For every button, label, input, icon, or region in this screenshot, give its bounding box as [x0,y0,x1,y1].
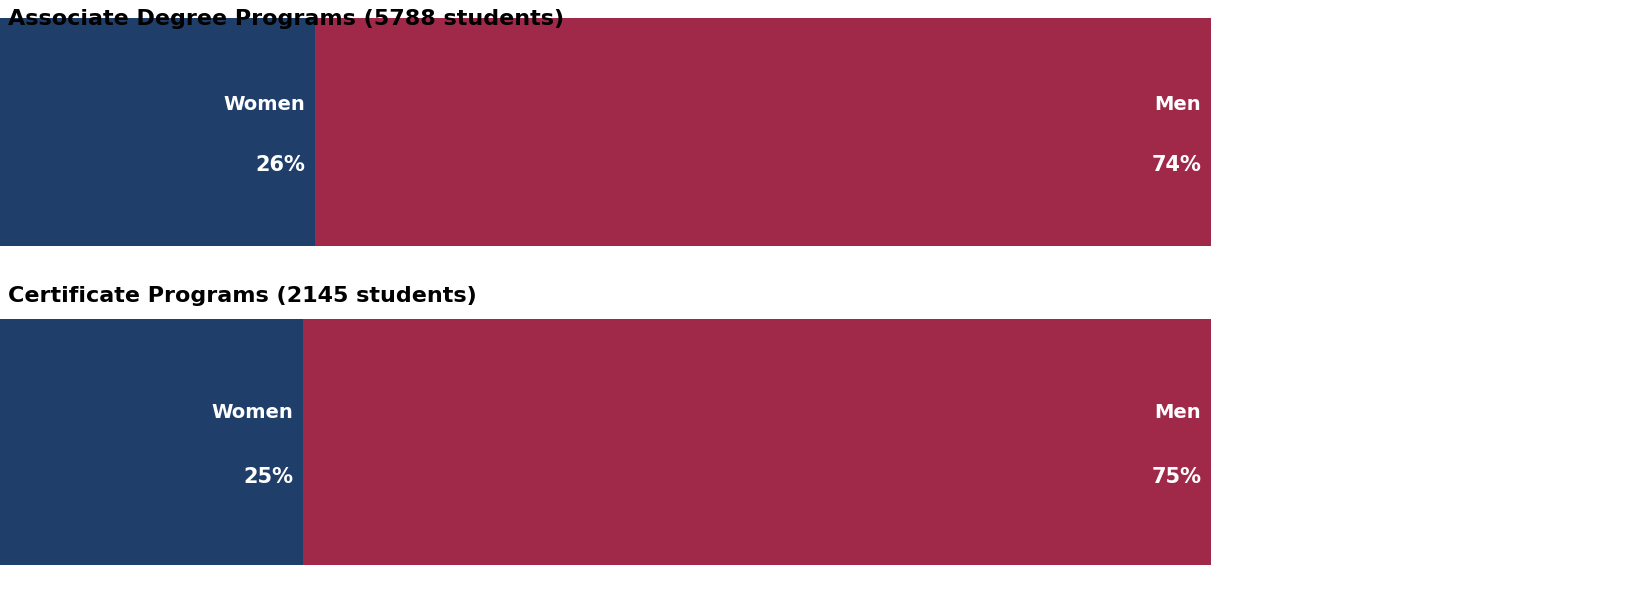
Text: 26%: 26% [255,155,305,175]
Bar [304,319,1211,565]
Text: Women: Women [224,95,305,114]
Bar [0,18,315,246]
Bar [315,18,1211,246]
Text: 75%: 75% [1151,467,1201,487]
Text: 25%: 25% [243,467,292,487]
Text: Certificate Programs (2145 students): Certificate Programs (2145 students) [8,286,477,306]
Bar [0,319,304,565]
Text: Men: Men [1154,403,1201,422]
Text: 74%: 74% [1151,155,1201,175]
Text: Associate Degree Programs (5788 students): Associate Degree Programs (5788 students… [8,9,565,29]
Text: Men: Men [1154,95,1201,114]
Text: Women: Women [211,403,292,422]
